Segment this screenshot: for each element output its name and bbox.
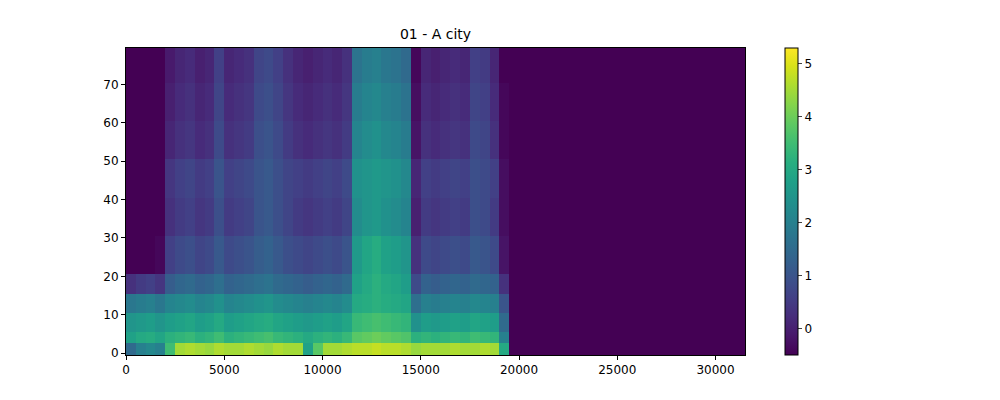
svg-text:01 - A city: 01 - A city xyxy=(400,26,471,42)
svg-text:10000: 10000 xyxy=(303,363,341,377)
svg-text:5: 5 xyxy=(804,57,812,71)
svg-text:0: 0 xyxy=(804,322,812,336)
svg-text:10: 10 xyxy=(103,308,118,322)
svg-text:50: 50 xyxy=(103,154,118,168)
svg-text:60: 60 xyxy=(103,116,118,130)
svg-text:15000: 15000 xyxy=(402,363,440,377)
svg-text:4: 4 xyxy=(804,110,812,124)
svg-text:3: 3 xyxy=(804,163,812,177)
svg-text:1: 1 xyxy=(804,269,812,283)
svg-text:70: 70 xyxy=(103,78,118,92)
svg-text:20000: 20000 xyxy=(500,363,538,377)
svg-text:30000: 30000 xyxy=(696,363,734,377)
svg-text:40: 40 xyxy=(103,193,118,207)
svg-text:25000: 25000 xyxy=(598,363,636,377)
svg-text:0: 0 xyxy=(111,346,119,360)
svg-text:30: 30 xyxy=(103,231,118,245)
svg-text:2: 2 xyxy=(804,216,812,230)
svg-text:20: 20 xyxy=(103,270,118,284)
svg-text:5000: 5000 xyxy=(209,363,240,377)
svg-text:0: 0 xyxy=(122,363,130,377)
